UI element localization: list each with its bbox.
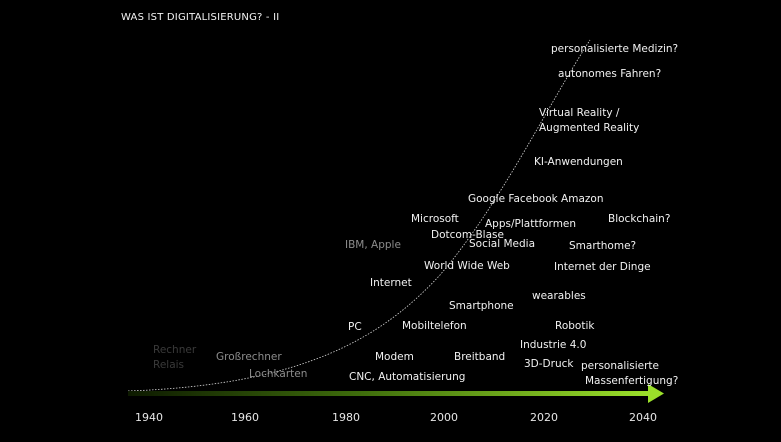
label-lochkarten: Lochkarten [249, 368, 308, 380]
timeline-arrow-shaft [128, 391, 650, 396]
label-pc: PC [348, 321, 362, 333]
label-autonomes-fahren: autonomes Fahren? [558, 68, 662, 80]
timeline-arrow-head [648, 384, 664, 403]
year-2040: 2040 [629, 411, 657, 424]
year-1980: 1980 [332, 411, 360, 424]
slide-title: WAS IST DIGITALISIERUNG? - II [121, 12, 280, 23]
label-ibm-apple: IBM, Apple [345, 239, 401, 251]
label-microsoft: Microsoft [411, 213, 459, 225]
label-industrie: Industrie 4.0 [520, 339, 587, 351]
label-personalisierte-medizin: personalisierte Medizin? [551, 43, 679, 55]
label-massenfertigung-line2: Massenfertigung? [585, 375, 679, 387]
year-2020: 2020 [530, 411, 558, 424]
label-modem: Modem [375, 351, 414, 363]
label-massenfertigung-line1: personalisierte [581, 360, 660, 372]
label-cnc: CNC, Automatisierung [349, 371, 466, 383]
year-1960: 1960 [231, 411, 259, 424]
label-internet: Internet [370, 277, 412, 289]
label-relais: Relais [153, 359, 185, 371]
year-1940: 1940 [135, 411, 163, 424]
label-google-facebook-amazon: Google Facebook Amazon [468, 193, 604, 205]
label-mobiltelefon: Mobiltelefon [402, 320, 467, 332]
label-ki: KI-Anwendungen [534, 156, 623, 168]
label-smartphone: Smartphone [449, 300, 514, 312]
label-apps: Apps/Plattformen [485, 218, 577, 230]
label-3d-druck: 3D-Druck [524, 358, 574, 370]
label-vr-line1: Virtual Reality / [539, 107, 620, 119]
year-2000: 2000 [430, 411, 458, 424]
label-breitband: Breitband [454, 351, 506, 363]
label-dotcom: Dotcom-Blase [431, 229, 504, 241]
label-wearables: wearables [532, 290, 586, 302]
label-social-media: Social Media [469, 238, 536, 250]
label-blockchain: Blockchain? [608, 213, 671, 225]
growth-curve [127, 39, 591, 392]
label-rechner: Rechner [153, 344, 197, 356]
label-www: World Wide Web [424, 260, 510, 272]
label-internet-der-dinge: Internet der Dinge [554, 261, 651, 273]
label-robotik: Robotik [555, 320, 595, 332]
label-grossrechner: Großrechner [216, 351, 282, 363]
label-vr-line2: Augmented Reality [539, 122, 640, 134]
label-smarthome: Smarthome? [569, 240, 637, 252]
